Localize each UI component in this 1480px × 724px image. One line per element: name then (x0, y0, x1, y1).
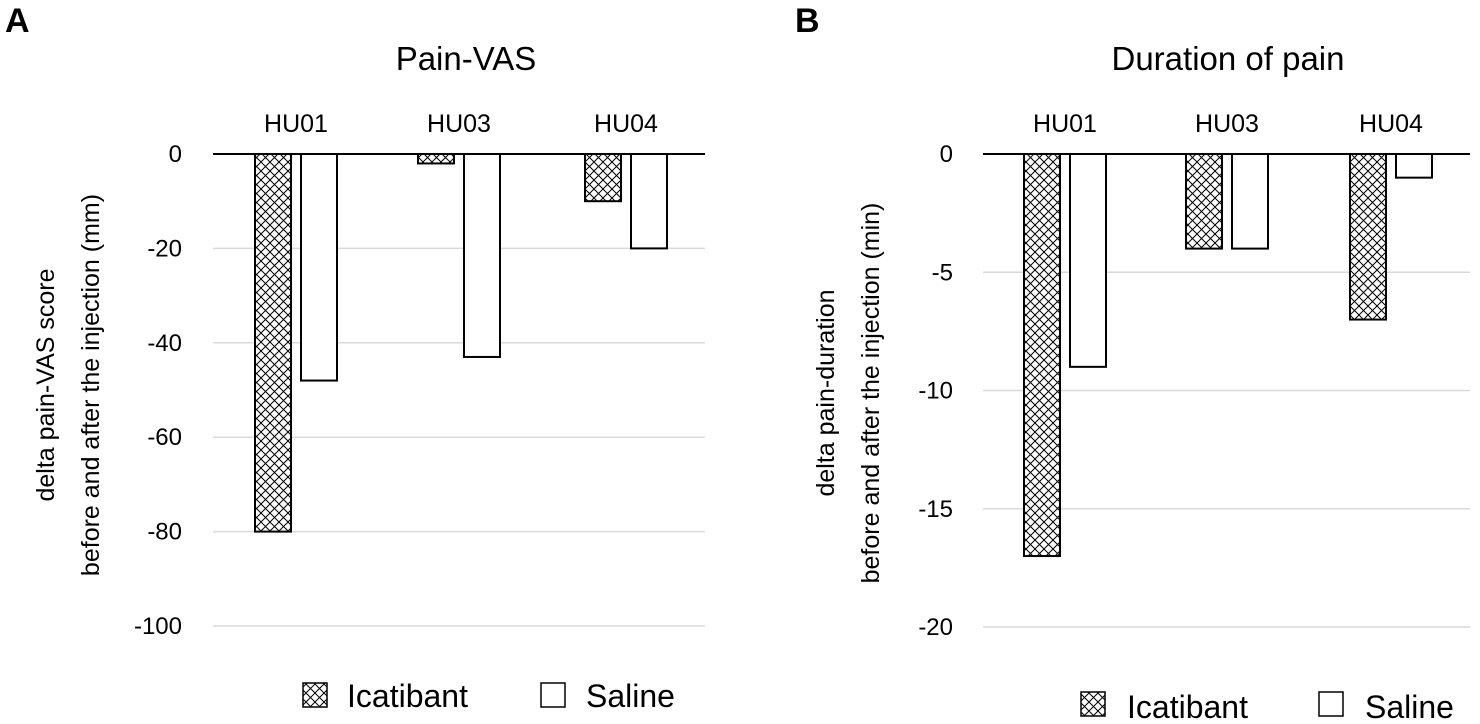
y-axis-label-line-2: before and after the injection (mm) (77, 194, 105, 576)
bar-saline-hu04 (1395, 153, 1433, 179)
category-label: HU03 (427, 110, 491, 138)
legend-label-icatibant: Icatibant (347, 678, 468, 714)
legend-label-icatibant: Icatibant (1127, 689, 1248, 724)
bar-icatibant-hu03 (417, 153, 455, 165)
legend-label-saline: Saline (1365, 689, 1454, 724)
y-tick-label: 0 (169, 141, 182, 168)
chart-title: Duration of pain (1112, 40, 1345, 77)
bar-saline-hu04 (630, 153, 668, 250)
legend-swatch-icatibant (302, 682, 328, 708)
y-tick-label: -100 (134, 613, 182, 640)
legend: Icatibant Saline (1080, 689, 1454, 724)
legend-item-saline: Saline (540, 678, 675, 714)
bar-icatibant-hu01 (1023, 153, 1061, 558)
chart-panel-b: B Duration of pain delta pain-duration b… (795, 2, 1470, 724)
legend-item-icatibant: Icatibant (302, 678, 468, 714)
legend-swatch-saline (540, 682, 566, 708)
category-label: HU04 (594, 110, 658, 138)
y-tick-label: -10 (918, 378, 953, 405)
y-tick-label: 0 (940, 141, 953, 168)
bar-saline-hu03 (1231, 153, 1269, 250)
bar-saline-hu01 (300, 153, 338, 382)
bar-icatibant-hu01 (254, 153, 292, 533)
plot-area: 0 -20 -40 -60 -80 -100 HU01 HU03 HU04 (134, 110, 705, 640)
y-axis-label-line-1: delta pain-duration (812, 289, 840, 496)
bar-icatibant-hu03 (1185, 153, 1223, 250)
legend-label-saline: Saline (586, 678, 675, 714)
bar-icatibant-hu04 (584, 153, 622, 203)
legend-item-icatibant: Icatibant (1080, 689, 1248, 724)
panel-label: A (5, 2, 30, 40)
y-axis-label-line-2: before and after the injection (min) (857, 203, 885, 584)
chart-title: Pain-VAS (396, 40, 537, 77)
panel-label: B (795, 2, 820, 40)
category-label: HU01 (264, 110, 328, 138)
y-axis-label: delta pain-VAS score before and after th… (32, 194, 105, 576)
y-axis-label-line-1: delta pain-VAS score (32, 269, 60, 502)
y-tick-label: -80 (147, 519, 182, 546)
bar-icatibant-hu04 (1349, 153, 1387, 321)
bar-saline-hu01 (1069, 153, 1107, 368)
legend-swatch-icatibant (1080, 691, 1106, 717)
y-tick-label: -40 (147, 330, 182, 357)
chart-panel-a: A Pain-VAS delta pain-VAS score before a… (5, 2, 705, 714)
y-tick-label: -5 (932, 259, 953, 286)
y-tick-label: -20 (918, 614, 953, 641)
y-axis-label: delta pain-duration before and after the… (812, 203, 885, 584)
y-tick-label: -20 (147, 235, 182, 262)
category-label: HU01 (1033, 110, 1097, 138)
y-tick-label: -60 (147, 424, 182, 451)
category-label: HU04 (1359, 110, 1423, 138)
y-tick-label: -15 (918, 496, 953, 523)
plot-area: 0 -5 -10 -15 -20 HU01 HU03 HU04 (918, 110, 1470, 641)
legend: Icatibant Saline (302, 678, 675, 714)
legend-item-saline: Saline (1318, 689, 1454, 724)
bar-saline-hu03 (463, 153, 501, 358)
legend-swatch-saline (1318, 691, 1344, 717)
category-label: HU03 (1195, 110, 1259, 138)
